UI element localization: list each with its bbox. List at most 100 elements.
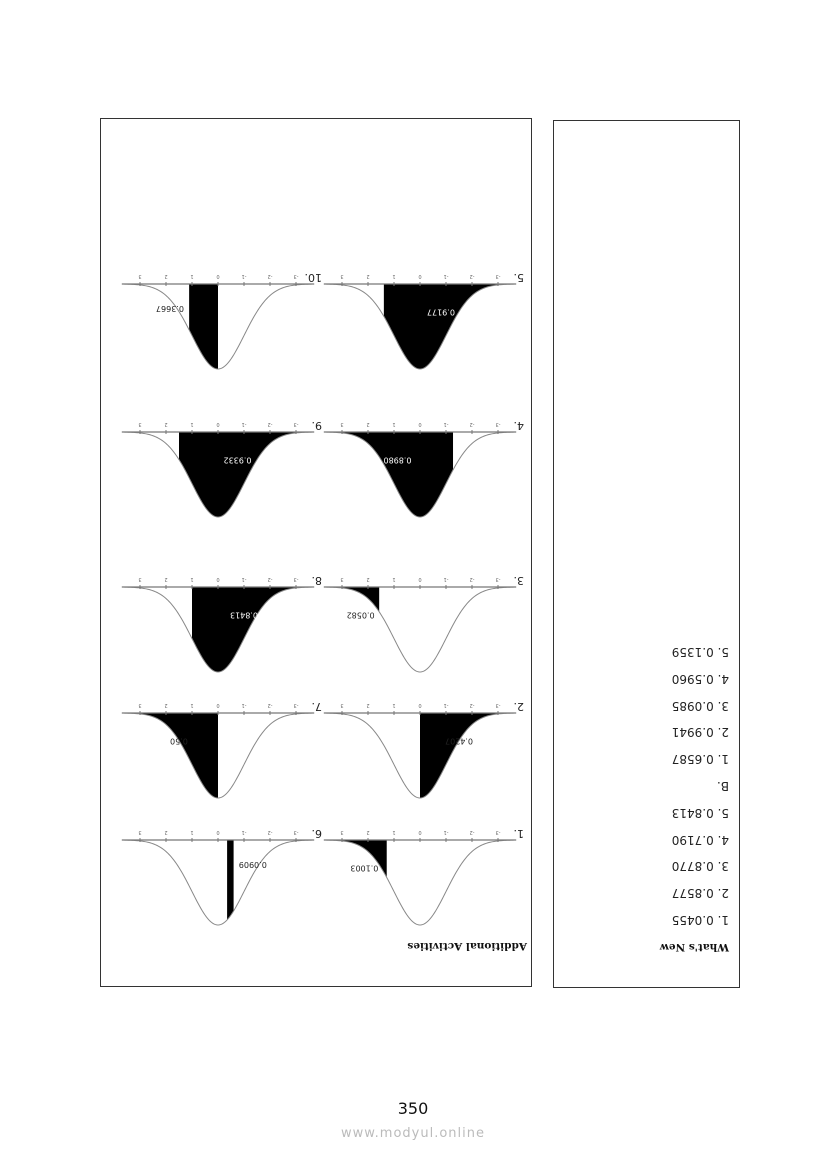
- tick-label: 1: [190, 702, 193, 708]
- tick-label: -1: [444, 702, 449, 708]
- tick-label: -1: [242, 421, 247, 427]
- bell-curve: [124, 586, 312, 673]
- normal-curve-graph: -3 -2 -1 0 1 2 3 10. 0.3667: [121, 271, 322, 370]
- page-number: 350: [397, 1099, 429, 1118]
- tick-label: -1: [242, 702, 247, 708]
- tick-label: 3: [340, 576, 343, 582]
- tick-label: -3: [294, 273, 299, 279]
- watermark: www.modyul.online: [340, 1126, 486, 1141]
- tick-label: 3: [138, 421, 141, 427]
- tick-label: 1: [392, 702, 395, 708]
- tick-label: -1: [242, 829, 247, 835]
- tick-label: 2: [366, 702, 369, 708]
- tick-label: 1: [190, 576, 193, 582]
- tick-label: -3: [294, 421, 299, 427]
- tick-label: -2: [268, 702, 273, 708]
- tick-label: -3: [496, 273, 501, 279]
- normal-curve-graph: -3 -2 -1 0 1 2 3 1. 0.1003: [323, 827, 525, 926]
- graph-number: 2.: [514, 700, 525, 713]
- graph-number: 5.: [514, 271, 525, 284]
- normal-curve-graph: -3 -2 -1 0 1 2 3 3. 0.0582: [323, 574, 525, 673]
- shaded-region: [192, 587, 309, 672]
- answer-item: 5. 0.1359: [671, 645, 729, 659]
- tick-label: 0: [216, 273, 219, 279]
- answer-item: 4. 0.7190: [671, 832, 729, 847]
- tick-label: 3: [340, 829, 343, 835]
- tick-label: 2: [164, 273, 167, 279]
- tick-label: 2: [164, 421, 167, 427]
- tick-label: 0: [418, 273, 421, 279]
- tick-label: 2: [366, 273, 369, 279]
- value-label: 0.9177: [427, 308, 455, 317]
- tick-label: -2: [268, 421, 273, 427]
- tick-label: -3: [294, 702, 299, 708]
- tick-label: -1: [444, 576, 449, 582]
- normal-curve-graph: -3 -2 -1 0 1 2 3 2. 0.4207: [323, 700, 525, 799]
- answer-item: 3. 0.0985: [671, 698, 729, 713]
- bell-curve: [326, 839, 514, 926]
- tick-label: -2: [470, 576, 475, 582]
- value-label: 0.50: [170, 737, 188, 746]
- tick-label: -1: [444, 273, 449, 279]
- tick-label: -2: [470, 829, 475, 835]
- tick-label: -3: [496, 829, 501, 835]
- bell-curve: [326, 283, 514, 370]
- tick-label: 0: [418, 702, 421, 708]
- bell-curve: [326, 712, 514, 799]
- bell-curve: [326, 431, 514, 518]
- tick-label: -1: [242, 273, 247, 279]
- tick-label: 1: [392, 421, 395, 427]
- answer-item: 1. 0.0455: [671, 913, 729, 927]
- tick-label: -1: [242, 576, 247, 582]
- bell-curve: [124, 712, 312, 799]
- tick-label: 3: [138, 829, 141, 835]
- tick-label: -3: [294, 829, 299, 835]
- tick-label: 0: [216, 829, 219, 835]
- value-label: 0.9332: [224, 456, 252, 465]
- graph-number: 4.: [514, 419, 525, 432]
- tick-label: -1: [444, 421, 449, 427]
- graph-number: 3.: [514, 574, 525, 587]
- value-label: 0.0909: [239, 860, 267, 869]
- tick-label: -3: [294, 576, 299, 582]
- tick-label: 1: [190, 829, 193, 835]
- answer-item: B.: [716, 779, 729, 793]
- normal-curve-graph: -3 -2 -1 0 1 2 3 5. 0.9177: [323, 271, 525, 370]
- tick-label: 3: [340, 421, 343, 427]
- answer-item: 4. 0.5960: [671, 671, 729, 686]
- shaded-region: [127, 713, 218, 798]
- tick-label: -2: [470, 421, 475, 427]
- value-label: 0.4207: [445, 737, 473, 746]
- shaded-region: [227, 840, 234, 920]
- tick-label: 0: [216, 421, 219, 427]
- normal-curve-graph: -3 -2 -1 0 1 2 3 6. 0.0909: [121, 827, 322, 926]
- value-label: 0.1003: [350, 864, 378, 873]
- tick-label: -2: [268, 576, 273, 582]
- tick-label: -2: [268, 829, 273, 835]
- graph-number: 1.: [514, 827, 525, 840]
- tick-label: -1: [444, 829, 449, 835]
- tick-label: 1: [392, 273, 395, 279]
- tick-label: -2: [470, 702, 475, 708]
- answer-item: 2. 0.9941: [671, 725, 729, 740]
- tick-label: 2: [366, 576, 369, 582]
- tick-label: 2: [366, 421, 369, 427]
- tick-label: 2: [164, 829, 167, 835]
- tick-label: 3: [138, 702, 141, 708]
- bell-curve: [124, 839, 312, 926]
- graph-number: 8.: [312, 574, 323, 587]
- whats-new-box: What's New 1. 0.0455 2. 0.8577 3. 0.8770 4.…: [553, 120, 740, 988]
- tick-label: 0: [216, 576, 219, 582]
- normal-curve-graph: -3 -2 -1 0 1 2 3 8. 0.8413: [121, 574, 323, 673]
- tick-label: 0: [216, 702, 219, 708]
- tick-label: 2: [164, 702, 167, 708]
- tick-label: 3: [138, 576, 141, 582]
- tick-label: 1: [190, 273, 193, 279]
- tick-label: 0: [418, 576, 421, 582]
- answer-item: 1. 0.6587: [671, 752, 729, 767]
- tick-label: -2: [268, 273, 273, 279]
- graph-number: 7.: [312, 700, 323, 713]
- tick-label: -2: [470, 273, 475, 279]
